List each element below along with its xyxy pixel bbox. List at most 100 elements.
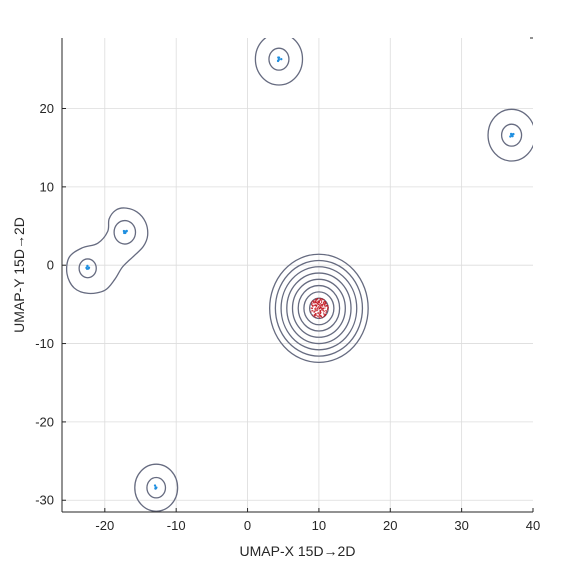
contour-main [274, 259, 364, 357]
data-point-top [280, 57, 283, 61]
data-point-main [315, 305, 318, 308]
contour-main [303, 291, 335, 326]
data-point-main [314, 308, 317, 311]
data-point-main [311, 301, 313, 303]
data-point-main [316, 314, 318, 317]
data-point-main [320, 306, 322, 309]
data-point-main [319, 304, 321, 306]
data-point-left-lower [86, 264, 89, 268]
data-point-bottom [153, 484, 157, 487]
data-point-main [314, 307, 317, 309]
data-point-main [323, 304, 326, 306]
x-axis-label: UMAP-X 15D→2D [240, 543, 356, 559]
data-point-main [317, 308, 319, 310]
data-point-main [314, 299, 316, 302]
contour-right [500, 123, 523, 147]
data-point-main [315, 299, 318, 301]
data-point-main [314, 315, 316, 317]
data-point-main [323, 313, 325, 316]
x-tick-label: 0 [244, 518, 251, 533]
y-tick-label: 20 [40, 101, 54, 116]
data-point-main [322, 307, 325, 310]
data-point-main [321, 316, 324, 319]
data-point-main [313, 310, 316, 312]
data-point-main [327, 306, 329, 309]
data-point-main [318, 301, 320, 303]
x-tick-label: -20 [95, 518, 114, 533]
contour-bottom [134, 463, 179, 512]
data-point-main [314, 305, 316, 307]
data-point-main [316, 309, 318, 312]
data-points [85, 56, 515, 490]
contour-bottom [146, 476, 167, 499]
contour-main [286, 272, 352, 345]
data-point-main [318, 307, 321, 310]
y-tick-label: -30 [35, 493, 54, 508]
y-tick-label: 10 [40, 179, 54, 194]
data-point-right [512, 132, 515, 136]
data-point-main [322, 310, 324, 312]
data-point-right [509, 132, 513, 136]
data-point-main [316, 304, 318, 307]
axes [61, 37, 534, 513]
data-point-main [323, 305, 326, 307]
density-contours [65, 38, 533, 512]
data-point-main [312, 306, 314, 308]
data-point-main [315, 316, 317, 319]
contour-main [280, 266, 358, 351]
data-point-main [315, 310, 317, 312]
data-point-main [311, 304, 313, 306]
data-point-left-upper [124, 231, 127, 235]
x-tick-label: 20 [383, 518, 397, 533]
data-point-main [321, 307, 323, 310]
data-point-main [321, 298, 323, 300]
x-tick-label: 40 [526, 518, 540, 533]
x-tick-label: 30 [454, 518, 468, 533]
data-point-top [277, 56, 280, 59]
data-point-main [317, 306, 319, 309]
data-point-main [312, 310, 314, 312]
data-point-main [316, 301, 318, 303]
contour-top [268, 47, 290, 71]
data-point-main [320, 301, 323, 304]
data-point-main [323, 315, 325, 318]
data-point-main [320, 309, 323, 311]
data-point-main [317, 312, 319, 314]
contour-top [254, 38, 304, 86]
data-point-main [316, 297, 319, 300]
data-point-main [317, 303, 319, 306]
grid [62, 38, 533, 512]
data-point-main [323, 302, 325, 304]
data-point-main [320, 299, 322, 302]
data-point-main [317, 315, 319, 318]
data-point-main [319, 315, 321, 317]
data-point-main [317, 301, 319, 303]
data-point-top [276, 59, 280, 63]
data-point-main [311, 307, 314, 310]
data-point-main [319, 303, 322, 305]
x-tick-label: -10 [167, 518, 186, 533]
data-point-main [323, 299, 325, 301]
contour-right [487, 108, 533, 162]
data-point-main [310, 311, 312, 313]
data-point-main [319, 317, 321, 319]
data-point-main [318, 299, 321, 302]
data-point-main [316, 303, 318, 305]
data-point-main [318, 316, 320, 318]
data-point-right [511, 134, 514, 138]
data-point-main [321, 305, 324, 307]
data-point-main [318, 312, 320, 314]
data-point-main [323, 310, 325, 313]
y-tick-labels: -30 -20 -10 0 10 20 [35, 101, 54, 508]
data-point-main [322, 312, 325, 314]
data-point-main [320, 311, 322, 314]
data-point-main [324, 302, 327, 304]
contour-left-lower [78, 258, 97, 279]
contour-left-merged [65, 207, 149, 295]
data-point-main [325, 309, 327, 312]
y-tick-label: -10 [35, 336, 54, 351]
data-point-main [324, 305, 327, 307]
x-tick-label: 10 [312, 518, 326, 533]
y-tick-label: -20 [35, 414, 54, 429]
